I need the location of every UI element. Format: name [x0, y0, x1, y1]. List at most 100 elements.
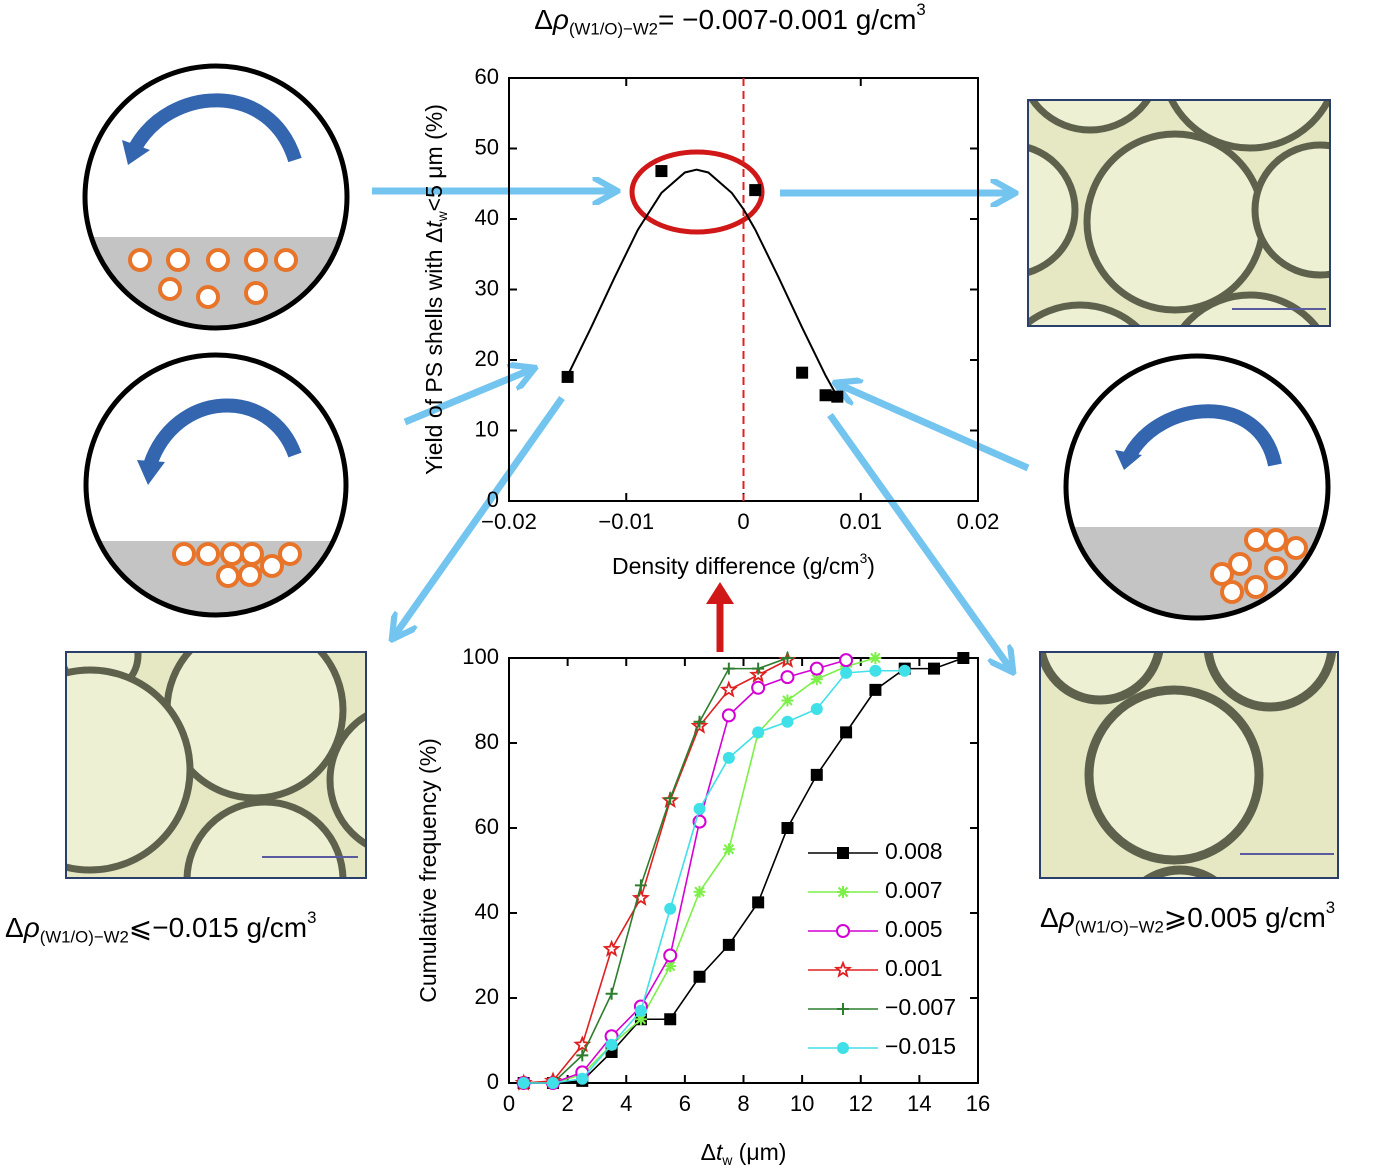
text-part: 3: [307, 908, 316, 927]
marker: [840, 666, 853, 679]
text-part: (W1/O)−W2: [569, 20, 658, 39]
marker: [517, 1077, 530, 1089]
legend-label: 0.001: [885, 955, 943, 981]
y-tick-label: 60: [475, 814, 499, 839]
marker: [928, 662, 941, 675]
text-part: = −0.007-0.001 g/cm: [658, 4, 916, 35]
marker: [722, 938, 735, 951]
x-tick-label: 14: [907, 1091, 931, 1116]
marker: [605, 987, 618, 1000]
marker: [809, 661, 824, 676]
marker: [781, 652, 794, 664]
illustration-1: [82, 63, 350, 331]
marker: [898, 664, 911, 677]
text-part: (W1/O)−W2: [40, 928, 129, 947]
legend-marker: [837, 886, 849, 898]
marker: [663, 948, 678, 963]
annotation: Δρ(W1/O)−W2⩽−0.015 g/cm3: [5, 908, 316, 947]
red-highlight: [629, 149, 765, 652]
x-tick-label: 0: [503, 1091, 515, 1116]
y-tick-label: 20: [475, 984, 499, 1009]
y-tick-label: 40: [475, 205, 499, 230]
text-part: <5 μm (%): [421, 104, 447, 211]
y-tick-label: 50: [475, 134, 499, 159]
marker: [693, 885, 706, 898]
text-part: Δ: [5, 912, 24, 943]
marker: [605, 1038, 618, 1051]
marker: [576, 1072, 589, 1085]
legend-label: −0.007: [885, 994, 956, 1020]
marker: [819, 389, 832, 402]
x-tick-label: 0.01: [839, 509, 882, 534]
marker: [749, 184, 762, 197]
chart-title: Δρ(W1/O)−W2= −0.007-0.001 g/cm3: [534, 0, 926, 39]
marker: [752, 726, 765, 739]
marker: [631, 888, 650, 906]
marker: [796, 366, 809, 379]
marker: [561, 370, 574, 383]
x-tick-label: 16: [966, 1091, 990, 1116]
marker: [634, 1013, 647, 1026]
x-tick-label: 10: [790, 1091, 814, 1116]
marker: [840, 726, 853, 739]
marker: [751, 680, 766, 695]
y-tick-label: 0: [487, 1069, 499, 1094]
micrograph-2: [1027, 99, 1331, 327]
text-part: w: [435, 211, 450, 222]
marker: [655, 165, 668, 178]
marker: [957, 652, 970, 664]
text-part: ρ: [23, 912, 40, 943]
marker: [810, 673, 823, 686]
y-tick-label: 100: [462, 644, 499, 669]
y-tick-label: 40: [475, 899, 499, 924]
marker: [693, 802, 706, 815]
text-part: t: [716, 1139, 724, 1165]
x-tick-label: −0.02: [481, 509, 537, 534]
y-axis-label: Cumulative frequency (%): [415, 738, 441, 1003]
marker: [722, 662, 735, 675]
x-axis-label: Δtw (μm): [701, 1139, 787, 1167]
marker: [664, 792, 677, 805]
marker: [664, 960, 677, 973]
legend-marker: [837, 847, 849, 859]
marker: [781, 694, 794, 707]
marker: [722, 751, 735, 764]
legend-label: 0.007: [885, 877, 943, 903]
legend-marker: [837, 1042, 849, 1054]
marker: [752, 896, 765, 909]
marker: [869, 664, 882, 677]
y-tick-label: 60: [475, 64, 499, 89]
text-part: (W1/O)−W2: [1075, 918, 1164, 937]
text-part: Δ: [701, 1139, 716, 1165]
text-part: Δ: [1040, 902, 1059, 933]
text-part: w: [721, 1153, 732, 1168]
y-axis-label: Yield of PS shells with Δtw<5 μm (%): [421, 104, 449, 475]
fit-curve: [566, 168, 839, 398]
marker: [869, 652, 882, 664]
text-part: 3: [860, 550, 868, 565]
marker: [780, 670, 795, 685]
marker: [693, 715, 706, 728]
marker: [664, 902, 677, 915]
text-part: Cumulative frequency (%): [415, 738, 441, 1003]
marker: [869, 683, 882, 696]
y-tick-label: 10: [475, 416, 499, 441]
y-tick-label: 30: [475, 275, 499, 300]
x-tick-label: 2: [562, 1091, 574, 1116]
text-part: ρ: [1058, 902, 1075, 933]
legend-label: 0.005: [885, 916, 943, 942]
marker: [722, 843, 735, 856]
x-tick-label: 8: [737, 1091, 749, 1116]
x-tick-label: 4: [620, 1091, 632, 1116]
marker: [719, 680, 738, 698]
y-tick-label: 0: [487, 487, 499, 512]
marker: [781, 822, 794, 834]
text-part: 3: [916, 0, 925, 19]
legend-marker: [836, 924, 850, 938]
annotation: Δρ(W1/O)−W2⩾0.005 g/cm3: [1040, 898, 1335, 937]
marker: [664, 1013, 677, 1026]
legend-marker: [837, 1003, 849, 1015]
y-tick-label: 80: [475, 729, 499, 754]
marker: [576, 1049, 589, 1062]
